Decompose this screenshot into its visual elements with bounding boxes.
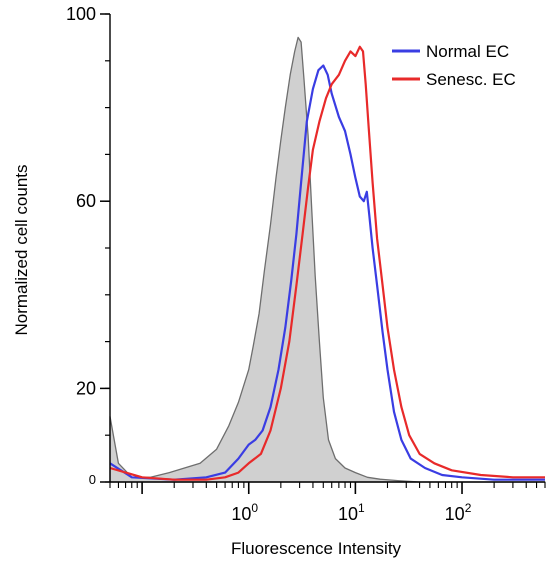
- y-tick-label: 0: [89, 472, 96, 487]
- axes: 0 20 60 100 100 101 102: [66, 4, 546, 524]
- legend-label-normal-ec: Normal EC: [426, 42, 509, 61]
- x-axis-label: Fluorescence Intensity: [231, 539, 402, 558]
- control-histogram: [109, 36, 546, 483]
- x-tick-label: 100: [231, 501, 258, 524]
- legend-label-senesc-ec: Senesc. EC: [426, 70, 516, 89]
- y-tick-label: 20: [76, 378, 96, 398]
- x-tick-label: 102: [445, 501, 472, 524]
- series-line-senesc-ec: [109, 45, 545, 481]
- y-axis-label: Normalized cell counts: [12, 164, 31, 335]
- legend: Normal EC Senesc. EC: [392, 42, 516, 89]
- x-tick-label: 101: [338, 501, 365, 524]
- y-tick-label: 100: [66, 4, 96, 24]
- y-tick-label: 60: [76, 191, 96, 211]
- plot-area: [109, 36, 546, 483]
- series-line-normal-ec: [109, 64, 545, 481]
